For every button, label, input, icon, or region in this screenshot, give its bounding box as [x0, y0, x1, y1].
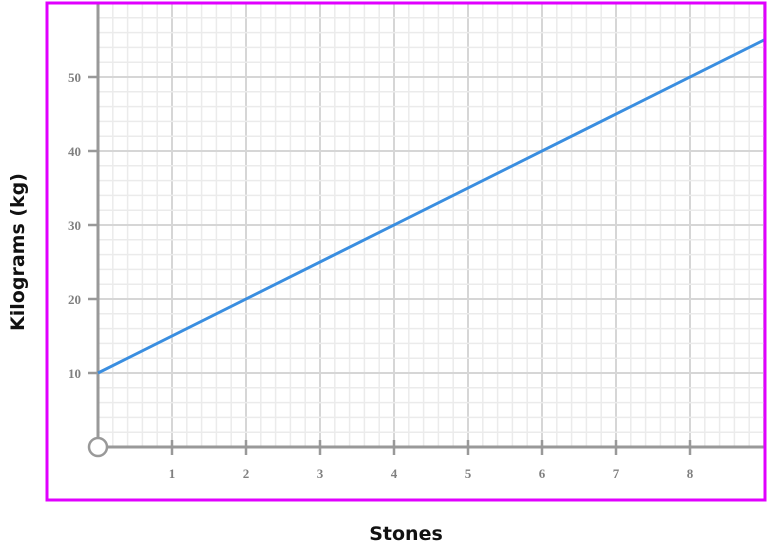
- x-axis-label: Stones: [369, 523, 443, 545]
- x-tick-label: 6: [539, 466, 546, 481]
- series-line: [97, 38, 765, 375]
- grid: [98, 4, 765, 447]
- chart-frame: [45, 1, 767, 502]
- series-lines: [97, 38, 765, 375]
- axes: [87, 4, 765, 458]
- y-tick-label: 20: [68, 292, 81, 307]
- y-tick-label: 10: [68, 366, 81, 381]
- y-tick-label: 30: [68, 218, 81, 233]
- y-axis-label: Kilograms (kg): [7, 173, 29, 331]
- origin-marker: [87, 436, 109, 458]
- x-tick-label: 3: [317, 466, 324, 481]
- tick-labels: 1 2 3 4 5 6 7 8 10 20 30 40 50: [68, 70, 694, 481]
- x-tick-label: 5: [465, 466, 472, 481]
- y-tick-label: 40: [68, 144, 81, 159]
- x-tick-label: 2: [243, 466, 250, 481]
- x-tick-label: 7: [613, 466, 620, 481]
- x-tick-label: 4: [391, 466, 398, 481]
- y-tick-label: 50: [68, 70, 81, 85]
- x-tick-label: 1: [169, 466, 176, 481]
- x-tick-label: 8: [687, 466, 694, 481]
